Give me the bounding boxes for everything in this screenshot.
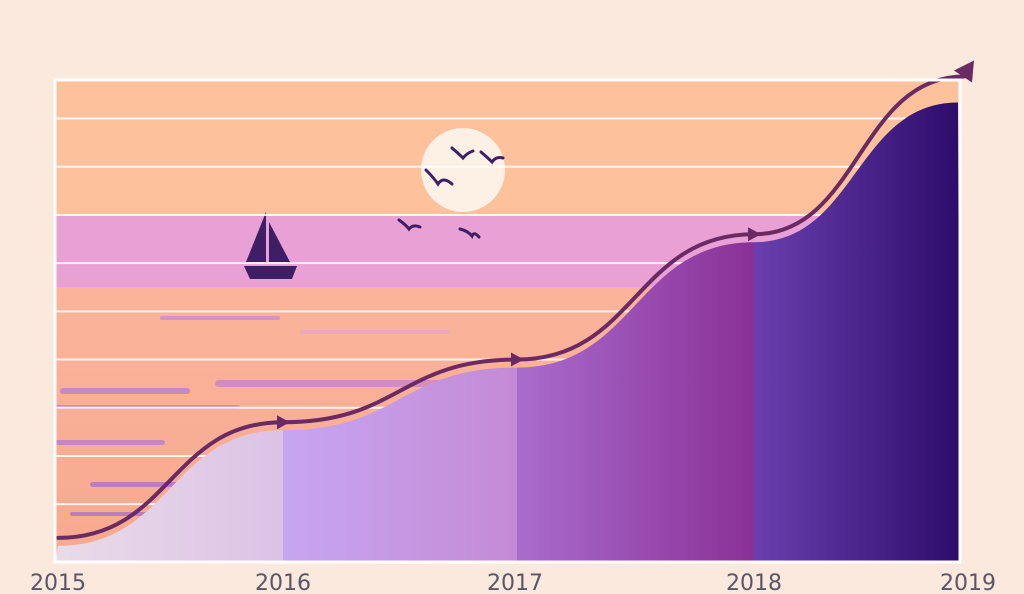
trend-line-group xyxy=(56,60,974,540)
x-tick-2018: 2018 xyxy=(726,571,782,594)
trend-arrowhead xyxy=(954,60,974,83)
trend-line xyxy=(56,74,966,540)
x-tick-2015: 2015 xyxy=(30,571,86,594)
data-point-2016 xyxy=(277,415,290,430)
x-axis-tick-labels: 2015 2016 2017 2018 2019 xyxy=(30,571,996,594)
data-point-2017 xyxy=(511,352,524,367)
sun xyxy=(421,128,505,212)
x-tick-2017: 2017 xyxy=(487,571,543,594)
sky xyxy=(55,80,960,220)
plot-frame xyxy=(53,78,962,564)
birds xyxy=(397,146,505,239)
sailboat xyxy=(244,212,297,279)
x-tick-2016: 2016 xyxy=(255,571,311,594)
x-tick-2019: 2019 xyxy=(940,571,996,594)
data-point-2018 xyxy=(748,227,761,242)
